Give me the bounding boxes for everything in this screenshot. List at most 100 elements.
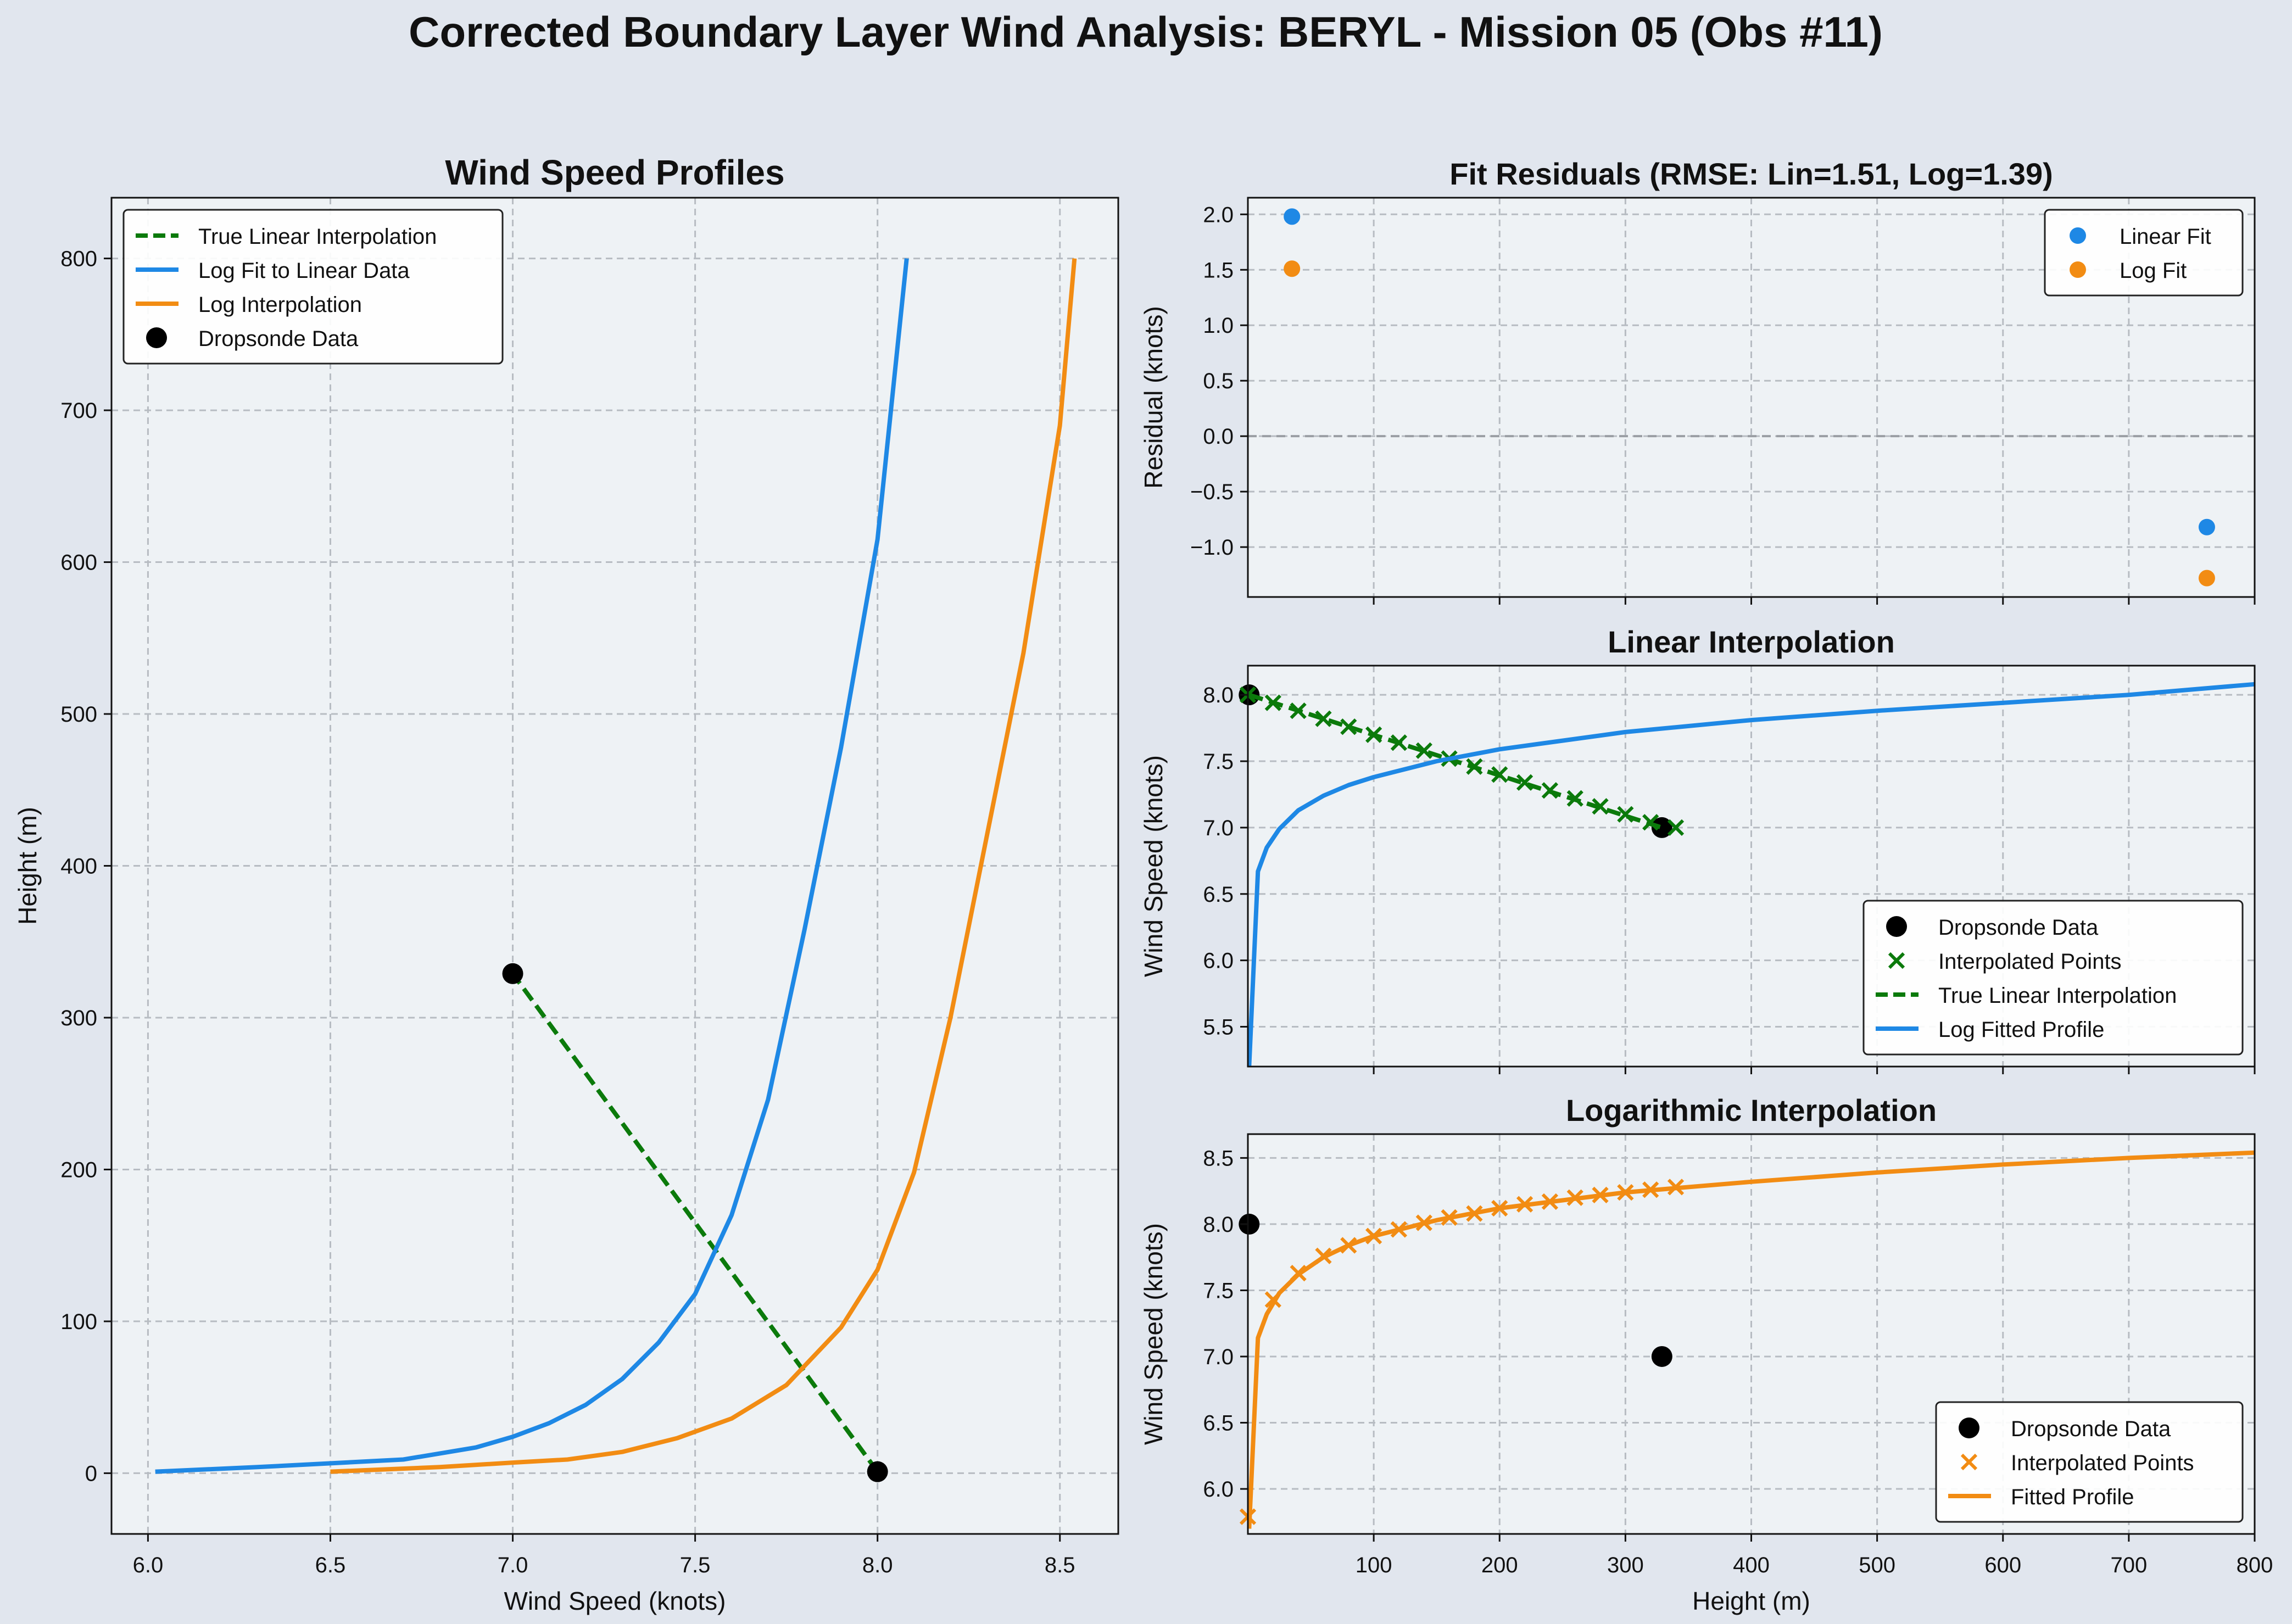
figure-title: Corrected Boundary Layer Wind Analysis: … [409, 8, 1883, 56]
profiles-xtick-label: 7.5 [680, 1553, 711, 1577]
logarithmic-point [1239, 1213, 1260, 1235]
residuals-legend-swatch [2070, 261, 2086, 278]
residuals-ytick-label: 0.5 [1203, 369, 1234, 393]
logarithmic-ytick-label: 8.5 [1203, 1146, 1234, 1170]
residuals-ytick-label: 0.0 [1203, 425, 1234, 449]
profiles-legend-label: Dropsonde Data [198, 327, 359, 351]
logarithmic-legend-swatch [1960, 1453, 1978, 1471]
residuals-ytick-label: 1.5 [1203, 258, 1234, 282]
linear-series-3 [1247, 682, 2255, 1067]
panel-logarithmic: 100 200 300 400 500 600 700 800 6.0 6.5 7.0 7.5 8.0 8… [1139, 1093, 2273, 1615]
profiles-plot-area [111, 198, 1118, 1534]
logarithmic-series-0 [1239, 1213, 1672, 1367]
logarithmic-ytick-label: 7.0 [1203, 1345, 1234, 1369]
logarithmic-xtick-label: 800 [2237, 1553, 2273, 1577]
residuals-point [2198, 518, 2215, 535]
linear-legend-swatch [1886, 916, 1907, 937]
profiles-xtick-label: 8.5 [1045, 1553, 1075, 1577]
profiles-ticks: 6.0 6.5 7.0 7.5 8.0 8.5 0 100 200 300 400 500 600 700… [60, 247, 1075, 1577]
logarithmic-xtick-label: 200 [1481, 1553, 1518, 1577]
profiles-point [867, 1461, 888, 1482]
residuals-ytick-label: −1.0 [1190, 535, 1234, 560]
profiles-ytick-label: 200 [60, 1158, 97, 1182]
residuals-legend-label: Log Fit [2120, 259, 2187, 283]
logarithmic-legend-label: Dropsonde Data [2011, 1417, 2171, 1441]
profiles-ytick-label: 600 [60, 551, 97, 575]
profiles-xtick-label: 8.0 [862, 1553, 893, 1577]
linear-legend-label: True Linear Interpolation [1938, 984, 2177, 1008]
linear-legend: Dropsonde Data Interpolated Points True Li… [1862, 900, 2244, 1056]
profiles-legend-label: Log Interpolation [198, 293, 362, 317]
linear-ticks: 5.5 6.0 6.5 7.0 7.5 8.0 [1203, 683, 2256, 1074]
logarithmic-ylabel: Wind Speed (knots) [1139, 1223, 1168, 1445]
linear-legend-label: Interpolated Points [1938, 950, 2122, 974]
residuals-ylabel: Residual (knots) [1139, 306, 1168, 488]
linear-point [1667, 819, 1685, 836]
residuals-legend-box [2044, 209, 2244, 297]
profiles-ytick-label: 300 [60, 1006, 97, 1030]
residuals-ticks: −1.0 −0.5 0.0 0.5 1.0 1.5 2.0 [1190, 203, 2256, 605]
profiles-ytick-label: 800 [60, 247, 97, 271]
logarithmic-ytick-label: 7.5 [1203, 1279, 1234, 1303]
profiles-xtick-label: 6.5 [315, 1553, 346, 1577]
linear-ytick-label: 7.0 [1203, 816, 1234, 840]
logarithmic-xtick-label: 600 [1984, 1553, 2021, 1577]
logarithmic-xtick-label: 500 [1859, 1553, 1895, 1577]
residuals-title: Fit Residuals (RMSE: Lin=1.51, Log=1.39) [1449, 157, 2053, 191]
logarithmic-ytick-label: 6.0 [1203, 1477, 1234, 1502]
profiles-ytick-label: 0 [85, 1461, 97, 1486]
residuals-ytick-label: 1.0 [1203, 314, 1234, 338]
logarithmic-line-2 [1247, 1150, 2255, 1529]
profiles-ytick-label: 100 [60, 1310, 97, 1334]
panel-profiles: 6.0 6.5 7.0 7.5 8.0 8.5 0 100 200 300 400 500 600 700… [13, 153, 1119, 1615]
profiles-legend-box [122, 209, 504, 365]
logarithmic-xtick-label: 300 [1607, 1553, 1644, 1577]
profiles-series-2 [330, 258, 1077, 1474]
logarithmic-legend-label: Interpolated Points [2011, 1451, 2194, 1475]
profiles-ytick-label: 500 [60, 702, 97, 727]
linear-line-3 [1247, 682, 2255, 1067]
logarithmic-title: Logarithmic Interpolation [1566, 1093, 1937, 1128]
linear-legend-swatch [1888, 952, 1905, 969]
residuals-legend-swatch [2070, 227, 2086, 244]
profiles-line-2 [330, 258, 1077, 1474]
logarithmic-ytick-label: 6.5 [1203, 1411, 1234, 1436]
profiles-point [502, 963, 523, 984]
linear-ytick-label: 7.5 [1203, 750, 1234, 774]
residuals-series-1 [1284, 260, 2215, 587]
profiles-legend-swatch [146, 327, 167, 348]
panel-linear: 5.5 6.0 6.5 7.0 7.5 8.0 Linear Interpolation Wi… [1139, 624, 2256, 1074]
profiles-series-0 [511, 972, 879, 1473]
profiles-legend-label: True Linear Interpolation [198, 225, 437, 249]
linear-ylabel: Wind Speed (knots) [1139, 755, 1168, 977]
profiles-line-1 [155, 258, 909, 1474]
profiles-line-0 [511, 972, 879, 1473]
residuals-series-0 [1284, 208, 2215, 535]
profiles-ytick-label: 700 [60, 399, 97, 423]
logarithmic-legend: Dropsonde Data Interpolated Points Fitted … [1935, 1401, 2244, 1523]
linear-point [1651, 817, 1672, 838]
profiles-xtick-label: 6.0 [133, 1553, 164, 1577]
linear-ytick-label: 6.0 [1203, 949, 1234, 973]
logarithmic-xtick-label: 100 [1356, 1553, 1392, 1577]
linear-title: Linear Interpolation [1608, 624, 1895, 659]
residuals-legend-label: Linear Fit [2120, 225, 2211, 249]
profiles-ylabel: Height (m) [13, 807, 42, 925]
profiles-legend-label: Log Fit to Linear Data [198, 259, 410, 283]
profiles-xlabel: Wind Speed (knots) [504, 1587, 726, 1615]
linear-legend-label: Dropsonde Data [1938, 916, 2099, 940]
linear-line-2 [1248, 693, 1663, 830]
profiles-legend: True Linear Interpolation Log Fit to Line… [122, 209, 504, 365]
logarithmic-ticks: 100 200 300 400 500 600 700 800 6.0 6.5 7.0 7.5 8.0 8… [1203, 1146, 2273, 1577]
residuals-point [1284, 208, 1301, 225]
residuals-point [1284, 260, 1301, 277]
linear-series-2 [1248, 693, 1663, 830]
logarithmic-series-2 [1247, 1150, 2255, 1529]
logarithmic-legend-box [1935, 1401, 2244, 1523]
residuals-ytick-label: 2.0 [1203, 203, 1234, 227]
profiles-series-1 [155, 258, 909, 1474]
profiles-title: Wind Speed Profiles [445, 153, 784, 192]
logarithmic-xlabel: Height (m) [1692, 1587, 1810, 1615]
logarithmic-ytick-label: 8.0 [1203, 1213, 1234, 1237]
